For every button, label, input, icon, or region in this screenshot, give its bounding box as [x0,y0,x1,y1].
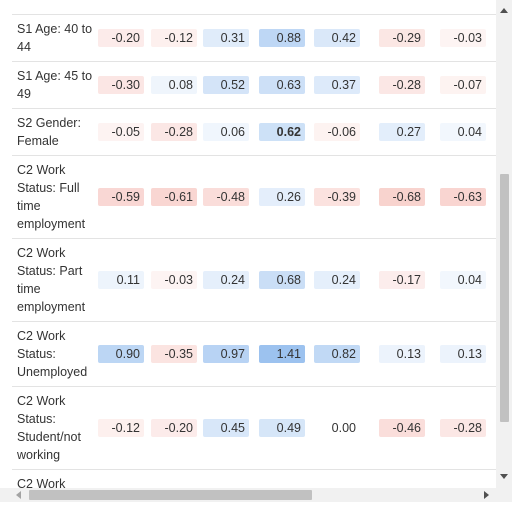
table-cell: -0.03 [151,271,197,289]
table-row: S1 Age: 40 to 44 -0.20 -0.12 0.31 0.88 0.42 -0… [12,14,496,62]
scroll-up-arrow-icon[interactable] [500,8,508,13]
table-cell: 0.37 [314,76,360,94]
table-cell: -0.39 [314,188,360,206]
table-row: S2 Gender: Female -0.05 -0.28 0.06 0.62 -0.06… [12,108,496,156]
row-label: C2 Work Status: Student/not working [17,394,81,462]
table-cell: 0.31 [203,29,249,47]
table-cell: -0.03 [440,29,486,47]
table-cell: -0.68 [379,188,425,206]
vertical-scrollbar-thumb[interactable] [500,174,509,422]
table-row: C2 Work Status: Student/not working -0.12… [12,386,496,470]
table-row: S1 Age: 45 to 49 -0.30 0.08 0.52 0.63 0.37 -0.… [12,61,496,109]
table-cell: 0.49 [259,419,305,437]
table-cell: 0.42 [314,29,360,47]
table-cell: -0.29 [379,29,425,47]
table-cell: -0.12 [98,419,144,437]
row-label: S1 Age: 45 to 49 [17,69,93,101]
table-cell: -0.20 [151,419,197,437]
table-cell: 0.45 [203,419,249,437]
table-cell: -0.48 [203,188,249,206]
table-cell: -0.59 [98,188,144,206]
table-cell: 0.00 [331,421,356,435]
table-cell: 0.04 [440,271,486,289]
table-cell: 0.13 [440,345,486,363]
table-cell: 0.26 [259,188,305,206]
table-cell: -0.20 [98,29,144,47]
table-cell: 0.06 [203,123,249,141]
table-cell: 0.27 [379,123,425,141]
table-cell: 0.08 [151,76,197,94]
row-label: S1 Age: 40 to 44 [17,22,93,54]
table-cell: -0.28 [440,419,486,437]
table-cell: -0.35 [151,345,197,363]
table-cell: 0.82 [314,345,360,363]
table-cell: 0.52 [203,76,249,94]
table-cell: 0.11 [98,271,144,289]
row-label: C2 Work [17,477,66,488]
scroll-down-arrow-icon[interactable] [500,474,508,479]
scrollbar-corner [496,488,512,502]
table-cell: -0.12 [151,29,197,47]
table-cell: 0.13 [379,345,425,363]
table-cell: -0.07 [440,76,486,94]
table-cell: 0.90 [98,345,144,363]
table-cell: 0.04 [440,123,486,141]
table-row: C2 Work Status: Part time employment 0.11… [12,238,496,322]
scroll-right-arrow-icon[interactable] [484,491,489,499]
table-cell: -0.17 [379,271,425,289]
row-label: C2 Work Status: Full time employment [17,163,86,231]
table-row: C2 Work Status: Unemployed 0.90 -0.35 0.97 1… [12,321,496,387]
table-cell: 1.41 [259,345,305,363]
table-cell: 0.24 [203,271,249,289]
table-cell: -0.05 [98,123,144,141]
table-cell: -0.28 [379,76,425,94]
table-row: C2 Work [12,469,496,488]
table-cell: -0.28 [151,123,197,141]
table-cell: -0.30 [98,76,144,94]
table-viewport[interactable]: S1 Age: 40 to 44 -0.20 -0.12 0.31 0.88 0.42 -0… [0,0,496,488]
scroll-left-arrow-icon[interactable] [16,491,21,499]
table-cell: 0.24 [314,271,360,289]
horizontal-scrollbar-thumb[interactable] [29,490,312,500]
row-label: C2 Work Status: Unemployed [17,329,88,379]
table-cell: -0.06 [314,123,360,141]
table-cell: 0.63 [259,76,305,94]
table-row: C2 Work Status: Full time employment -0.5… [12,155,496,239]
table-cell: -0.61 [151,188,197,206]
table-cell: 0.68 [259,271,305,289]
row-label: C2 Work Status: Part time employment [17,246,86,314]
row-label: S2 Gender: Female [17,116,81,148]
table-cell: 0.97 [203,345,249,363]
table-cell: -0.63 [440,188,486,206]
table-cell: 0.62 [259,123,305,141]
table-cell: 0.88 [259,29,305,47]
table-cell: -0.46 [379,419,425,437]
